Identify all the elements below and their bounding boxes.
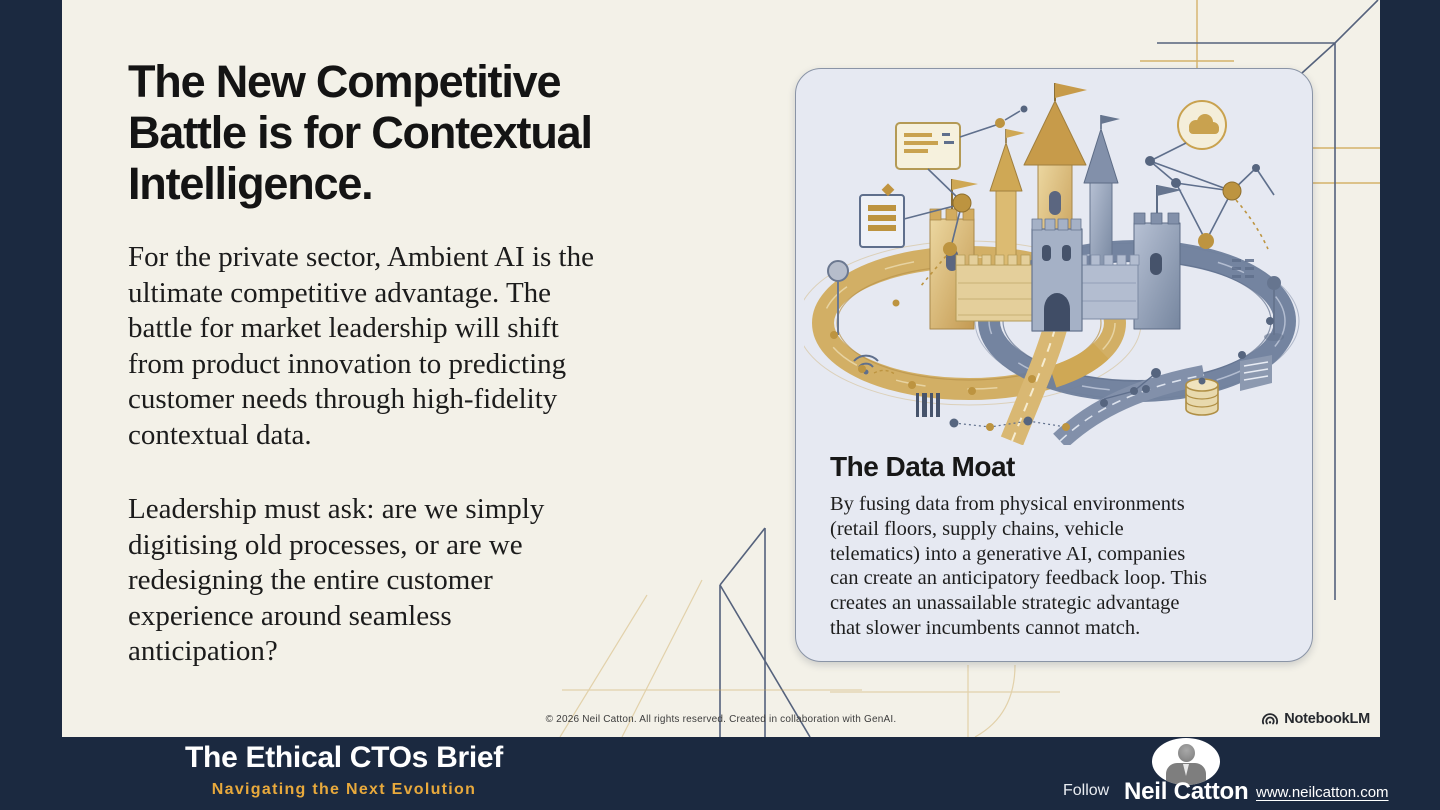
brand-title: The Ethical CTOs Brief — [185, 741, 503, 774]
cloud-network-icon — [1145, 100, 1284, 341]
copyright-text: © 2026 Neil Catton. All rights reserved.… — [545, 714, 897, 725]
card-body-text: By fusing data from physical environment… — [830, 493, 1207, 639]
author-avatar — [1152, 738, 1220, 785]
slide-canvas: The New Competitive Battle is for Contex… — [62, 0, 1380, 737]
footer-banner: The Ethical CTOs Brief Navigating the Ne… — [0, 737, 1440, 810]
notebooklm-label: NotebookLM — [1284, 711, 1370, 727]
slide-headline: The New Competitive Battle is for Contex… — [128, 56, 593, 209]
card-title: The Data Moat — [830, 451, 1015, 482]
castle — [929, 83, 1182, 332]
data-roads — [1000, 321, 1206, 445]
brand-subtitle: Navigating the Next Evolution — [211, 781, 477, 798]
follow-label: Follow — [1063, 782, 1110, 799]
avatar-head — [1178, 744, 1195, 762]
notebooklm-swirl-icon — [1262, 713, 1279, 725]
avatar-shirt — [1183, 764, 1189, 776]
sensor-icons — [827, 260, 1070, 431]
brand-block: The Ethical CTOs Brief Navigating the Ne… — [165, 742, 523, 799]
notebooklm-watermark: NotebookLM — [1261, 711, 1370, 727]
data-moat-card: The Data Moat By fusing data from physic… — [795, 68, 1313, 662]
castle-data-moat-illustration — [804, 83, 1300, 445]
moat-dots — [830, 299, 1274, 407]
website-link[interactable]: www.neilcatton.com — [1256, 784, 1389, 801]
slide-paragraph-2: Leadership must ask: are we simply digit… — [128, 493, 545, 668]
author-name: Neil Catton — [1124, 778, 1249, 805]
database-panel-icons — [1103, 355, 1272, 416]
document-nodes-icon — [859, 105, 1028, 288]
slide-paragraph-1: For the private sector, Ambient AI is th… — [128, 241, 594, 451]
